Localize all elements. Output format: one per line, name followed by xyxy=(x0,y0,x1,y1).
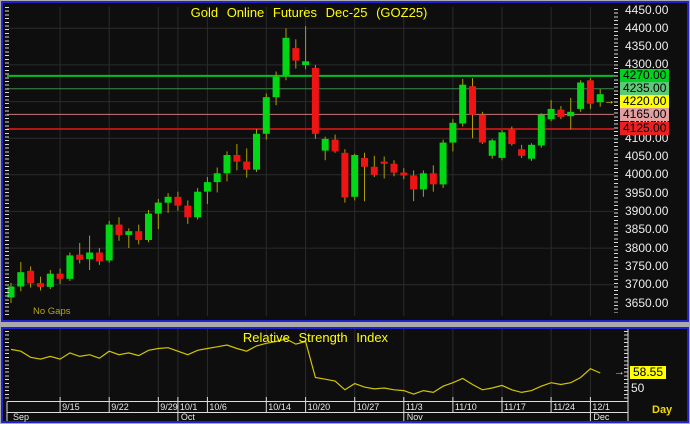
week-tick-label: 11/17 xyxy=(504,401,526,412)
month-label: Oct xyxy=(180,412,195,422)
week-tick-label: 10/1 xyxy=(179,401,198,412)
week-tick-label: 9/22 xyxy=(111,401,129,412)
rsi-panel[interactable]: Relative Strength Index 58.55 50 → 9/15 9… xyxy=(1,327,689,423)
chart-title: Gold Online Futures Dec-25 (GOZ25) xyxy=(190,5,428,20)
week-tick-label: 10/14 xyxy=(268,401,291,412)
left-minor-ticks xyxy=(5,7,9,315)
week-tick-label: 12/1 xyxy=(592,401,610,412)
price-level-box: 4125.00 xyxy=(620,122,670,135)
y-axis-label: 3950.00 xyxy=(625,185,669,200)
rsi-chart-surface[interactable] xyxy=(3,329,687,421)
y-axis-label: 4000.00 xyxy=(625,167,669,182)
timeframe-label: Day xyxy=(652,404,673,416)
month-label: Dec xyxy=(593,412,610,422)
week-tick-label: 10/20 xyxy=(307,401,331,412)
price-level-box: 4165.00 xyxy=(620,107,670,121)
y-axis-label: 3800.00 xyxy=(625,240,669,255)
week-tick-label: 11/24 xyxy=(553,401,575,412)
y-axis-label: 3850.00 xyxy=(625,222,669,237)
y-axis-label: 4450.00 xyxy=(625,2,669,17)
price-level-box: 4270.00 xyxy=(620,68,670,82)
price-chart-surface[interactable] xyxy=(3,3,687,320)
rsi-title: Relative Strength Index xyxy=(242,330,389,345)
month-label: Nov xyxy=(406,412,423,422)
current-price-arrow-icon: → xyxy=(604,94,615,107)
y-axis-label: 3900.00 xyxy=(625,203,669,218)
rsi-right-minor-ticks xyxy=(624,331,628,401)
right-minor-ticks xyxy=(614,9,618,313)
week-tick-label: 9/15 xyxy=(62,401,80,412)
price-level-box: 4235.00 xyxy=(620,81,670,95)
y-axis-label: 3650.00 xyxy=(625,295,669,310)
y-axis-label: 3700.00 xyxy=(625,277,669,292)
y-axis-label: 3750.00 xyxy=(625,258,669,273)
rsi-midline-label: 50 xyxy=(631,381,645,395)
rsi-arrow-icon: → xyxy=(614,366,625,378)
rsi-current-value: 58.55 xyxy=(630,366,667,379)
y-axis-label: 4300.00 xyxy=(625,57,669,72)
price-level-box: 4220.00 xyxy=(620,94,670,108)
week-tick-label: 11/10 xyxy=(454,401,477,412)
y-axis-label: 4400.00 xyxy=(625,20,669,35)
y-axis-label: 4350.00 xyxy=(625,39,669,54)
month-label: Sep xyxy=(13,412,30,422)
price-panel[interactable]: Gold Online Futures Dec-25 (GOZ25) No Ga… xyxy=(1,1,689,322)
y-axis-label: 4050.00 xyxy=(625,149,669,163)
week-tick-label: 10/27 xyxy=(356,401,380,412)
rsi-left-minor-ticks xyxy=(5,331,9,401)
no-gaps-label: No Gaps xyxy=(33,306,71,317)
week-tick-label: 11/3 xyxy=(405,401,423,412)
week-tick-label: 10/6 xyxy=(209,401,227,412)
week-tick-label: 9/29 xyxy=(160,401,178,412)
